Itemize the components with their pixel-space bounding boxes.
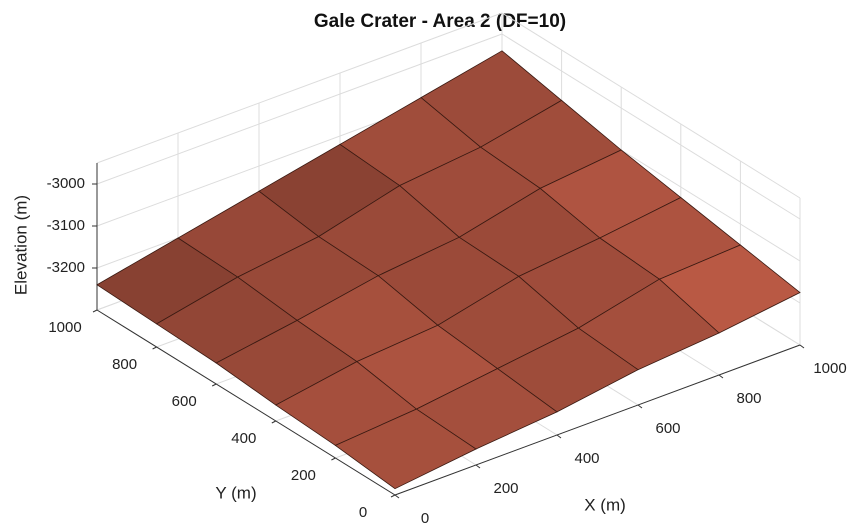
y-tick-label: 600 bbox=[172, 393, 197, 410]
x-tick-label: 400 bbox=[574, 450, 599, 467]
y-tick-label: 1000 bbox=[48, 319, 81, 336]
y-tick bbox=[93, 310, 97, 312]
x-tick bbox=[638, 405, 642, 408]
y-tick bbox=[331, 458, 335, 460]
x-tick bbox=[395, 495, 399, 498]
x-tick-label: 800 bbox=[736, 390, 761, 407]
x-tick-label: 200 bbox=[493, 480, 518, 497]
z-axis-label: Elevation (m) bbox=[11, 195, 30, 295]
y-tick-label: 200 bbox=[291, 467, 316, 484]
y-tick-label: 800 bbox=[112, 356, 137, 373]
y-tick bbox=[272, 421, 276, 423]
y-tick-label: 0 bbox=[359, 504, 367, 521]
x-tick bbox=[476, 465, 480, 468]
x-tick bbox=[557, 435, 561, 438]
x-tick-label: 0 bbox=[421, 510, 429, 527]
chart: Gale Crater - Area 2 (DF=10) X (m) Y (m)… bbox=[0, 0, 851, 528]
z-tick-label: -3100 bbox=[47, 217, 85, 234]
x-tick-label: 600 bbox=[655, 420, 680, 437]
z-tick-label: -3200 bbox=[47, 259, 85, 276]
y-tick bbox=[153, 347, 157, 349]
page: {"chart_data": {"type": "surface", "titl… bbox=[0, 0, 851, 528]
x-tick-label: 1000 bbox=[813, 360, 846, 377]
x-tick bbox=[719, 375, 723, 378]
x-axis-label: X (m) bbox=[584, 495, 626, 514]
z-tick-label: -3000 bbox=[47, 175, 85, 192]
y-tick bbox=[212, 384, 216, 386]
y-tick-label: 400 bbox=[231, 430, 256, 447]
x-tick bbox=[800, 345, 804, 348]
y-axis-label: Y (m) bbox=[215, 483, 256, 502]
y-tick bbox=[391, 495, 395, 497]
